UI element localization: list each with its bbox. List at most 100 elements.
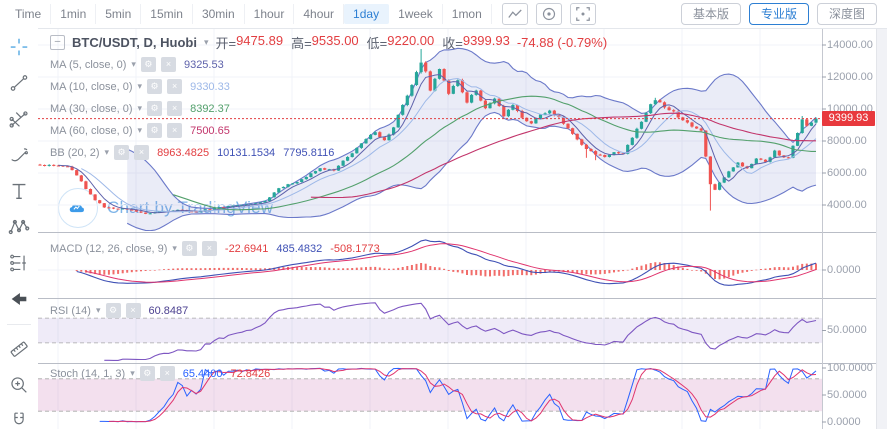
ohlc-label: 低= [366, 36, 388, 51]
last-price-badge: 9399.93 [822, 111, 875, 127]
indicator-name[interactable]: MA (30, close, 0) [50, 102, 133, 115]
gann-fib-tool-icon[interactable] [6, 107, 32, 131]
indicator-close-icon[interactable]: × [167, 79, 183, 94]
mode-button[interactable]: 基本版 [680, 3, 741, 25]
indicator-name[interactable]: BB (20, 2) [50, 146, 100, 159]
interval-1min[interactable]: 1min [51, 4, 97, 24]
trend-line-tool-icon[interactable] [6, 71, 32, 95]
price-change: -74.88 (-0.79%) [516, 35, 608, 50]
chevron-down-icon[interactable]: ▾ [137, 125, 143, 135]
axis-tick-label: 6000.00 [827, 166, 867, 179]
zoom-in-tool-icon[interactable] [6, 373, 32, 397]
indicator-close-icon[interactable]: × [125, 303, 141, 318]
indicator-row-ma30: MA (30, close, 0) ▾ ⚙ × 8392.37 [50, 101, 230, 116]
indicator-value: 60.8487 [148, 304, 189, 317]
indicator-settings-icon[interactable]: ⚙ [147, 79, 163, 94]
indicator-settings-icon[interactable]: ⚙ [139, 366, 155, 381]
crosshair-tool-icon[interactable] [6, 35, 32, 59]
chevron-down-icon[interactable]: ▾ [172, 243, 177, 253]
version-buttons: 基本版 专业版 深度图 [680, 3, 877, 25]
indicator-value: -22.6941 [224, 242, 269, 255]
indicator-row-stoch: Stoch (14, 1, 3) ▾ ⚙ × 65.4400 72.8426 [50, 366, 270, 381]
ruler-tool-icon[interactable] [6, 337, 32, 361]
chevron-down-icon[interactable]: ▾ [130, 368, 135, 378]
indicator-row-rsi: RSI (14) ▾ ⚙ × 60.8487 [50, 303, 188, 318]
interval-1mon[interactable]: 1mon [443, 4, 492, 24]
interval-selector: Time 1min 5min 15min 30min 1hour 4hour 1day 1wee… [6, 4, 492, 24]
right-gutter [876, 28, 887, 429]
ohlc-pair: 高= 9535.00 [291, 33, 359, 52]
interval-time[interactable]: Time [6, 4, 52, 24]
magnet-tool-icon[interactable] [6, 409, 32, 429]
indicator-name[interactable]: MA (5, close, 0) [50, 58, 127, 71]
text-tool-icon[interactable] [6, 179, 32, 203]
chevron-down-icon[interactable]: ▾ [95, 305, 101, 315]
indicator-row-macd: MACD (12, 26, close, 9) ▾ ⚙ × -22.6941 485.48… [50, 241, 380, 256]
symbol-title[interactable]: BTC/USDT, D, Huobi [72, 35, 197, 50]
chevron-down-icon[interactable]: ▾ [203, 37, 209, 47]
ohlc-pair: 收= 9399.93 [442, 33, 510, 52]
interval-1hour[interactable]: 1hour [245, 4, 295, 24]
indicator-value: -508.1773 [330, 242, 380, 255]
mode-button[interactable]: 专业版 [748, 3, 809, 25]
indicator-close-icon[interactable]: × [201, 241, 217, 256]
ohlc-label: 开= [215, 36, 237, 51]
chevron-down-icon[interactable]: ▾ [137, 81, 143, 91]
indicator-name[interactable]: Stoch (14, 1, 3) [50, 367, 126, 380]
ohlc-values: 开= 9475.89 高= 9535.00 低= 9220.00 收= 9399.93 [215, 33, 509, 52]
ohlc-label: 高= [291, 36, 312, 51]
forecast-tool-icon[interactable] [6, 251, 32, 275]
ohlc-pair: 开= 9475.89 [215, 33, 283, 52]
ohlc-value: 9220.00 [387, 33, 435, 48]
ohlc-value: 9399.93 [462, 33, 510, 48]
indicator-close-icon[interactable]: × [159, 366, 175, 381]
mode-button[interactable]: 深度图 [816, 3, 877, 25]
indicator-close-icon[interactable]: × [134, 145, 150, 160]
chevron-down-icon[interactable]: ▾ [131, 59, 136, 69]
interval-15min[interactable]: 15min [141, 4, 193, 24]
interval-5min[interactable]: 5min [96, 4, 142, 24]
indicator-value: 8963.4825 [157, 146, 210, 159]
indicator-name[interactable]: MA (10, close, 0) [50, 80, 133, 93]
indicator-settings-icon[interactable]: ⚙ [181, 241, 197, 256]
indicator-value: 485.4832 [276, 242, 323, 255]
interval-4hour[interactable]: 4hour [294, 4, 345, 24]
chevron-down-icon[interactable]: ▾ [104, 147, 110, 157]
indicator-close-icon[interactable]: × [160, 57, 176, 72]
indicator-value: 72.8426 [230, 367, 271, 380]
polyline-chart-icon[interactable] [501, 3, 528, 25]
ohlc-pair: 低= 9220.00 [367, 33, 435, 52]
xabcd-pattern-tool-icon[interactable] [6, 215, 32, 239]
axis-tick-label: 0.0000 [827, 415, 861, 428]
arrow-tool-icon[interactable] [6, 287, 32, 311]
interval-1week[interactable]: 1week [389, 4, 443, 24]
indicator-settings-icon[interactable]: ⚙ [114, 145, 130, 160]
indicator-name[interactable]: MA (60, close, 0) [50, 124, 133, 137]
target-icon[interactable] [535, 3, 562, 25]
indicator-name[interactable]: MACD (12, 26, close, 9) [50, 242, 168, 255]
indicator-close-icon[interactable]: × [167, 123, 183, 138]
indicator-settings-icon[interactable]: ⚙ [140, 57, 156, 72]
indicator-row-bb: BB (20, 2) ▾ ⚙ × 8963.4825 10131.1534 7795.811… [50, 145, 334, 160]
interval-30min[interactable]: 30min [193, 4, 245, 24]
tradingview-watermark: Chart by TradingView [58, 188, 273, 228]
cloud-icon [69, 204, 84, 213]
ohlc-value: 9535.00 [311, 33, 359, 48]
chevron-down-icon[interactable]: ▾ [137, 103, 143, 113]
axis-tick-label: 100.0000 [827, 361, 873, 374]
brush-tool-icon[interactable] [6, 143, 32, 167]
indicator-value: 10131.1534 [217, 146, 276, 159]
indicator-name[interactable]: RSI (14) [50, 304, 91, 317]
collapse-legend-icon[interactable]: – [50, 35, 65, 50]
axis-tick-label: 4000.00 [827, 198, 867, 211]
indicator-close-icon[interactable]: × [167, 101, 183, 116]
indicator-settings-icon[interactable]: ⚙ [105, 303, 121, 318]
ohlc-label: 收= [442, 36, 463, 51]
indicator-settings-icon[interactable]: ⚙ [147, 123, 163, 138]
axis-tick-label: 14000.00 [827, 38, 873, 51]
screenshot-icon[interactable] [569, 3, 596, 25]
indicator-settings-icon[interactable]: ⚙ [147, 101, 163, 116]
interval-1day[interactable]: 1day [344, 4, 390, 24]
axis-tick-label: 50.0000 [827, 324, 867, 336]
